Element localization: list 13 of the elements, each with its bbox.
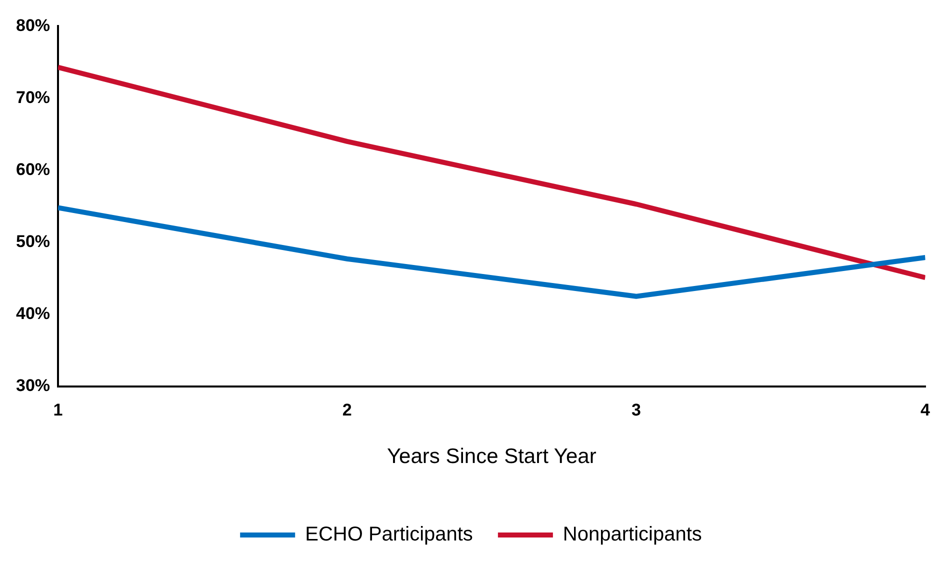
x-tick-label: 1 [53,400,63,420]
legend-label: Nonparticipants [562,524,702,546]
y-tick-label: 30% [16,376,50,396]
x-axis-title: Years Since Start Year [386,445,596,468]
y-tick-label: 40% [16,304,50,324]
y-tick-label: 60% [16,160,50,179]
x-tick-label: 4 [920,400,931,420]
x-tick-label: 3 [631,400,641,420]
y-tick-label: 50% [16,232,50,252]
x-tick-label: 2 [342,400,352,420]
legend-label: ECHO Participants [305,524,473,546]
y-tick-label: 70% [16,88,50,107]
y-tick-label: 80% [16,16,50,35]
